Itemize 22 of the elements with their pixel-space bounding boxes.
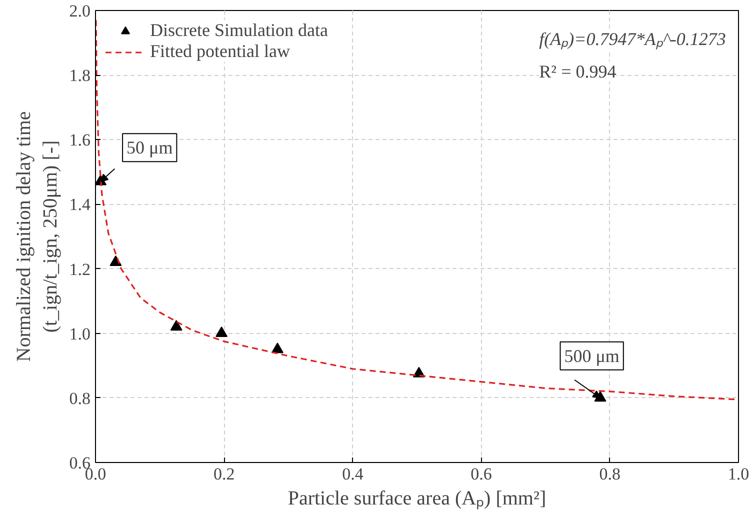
y-tick-label: 1.6 (69, 130, 90, 150)
y-tick-label: 1.0 (69, 324, 90, 344)
x-tick-label: 0.2 (213, 464, 235, 484)
point (216, 326, 228, 338)
x-axis-title: Particle surface area (Aₚ) [mm²] (288, 488, 546, 510)
legend-label: Discrete Simulation data (150, 20, 328, 41)
x-tick-label: 0.4 (342, 464, 364, 484)
y-tick-label: 0.8 (69, 388, 90, 408)
annotation: 50 μm (126, 138, 173, 158)
y-tick-label: 1.4 (69, 195, 91, 214)
annotation: f(Aₚ)=0.7947*Aₚ^-0.1273 (539, 29, 726, 50)
legend-label: Fitted potential law (150, 41, 290, 62)
y-tick-label: 1.8 (69, 66, 90, 86)
y-tick-label: 1.2 (69, 260, 90, 279)
x-tick-label: 1.0 (728, 464, 750, 484)
annotation: 500 μm (564, 346, 620, 366)
x-tick-label: 0.6 (470, 464, 492, 484)
annotation: R² = 0.994 (539, 62, 616, 82)
x-tick-label: 0.8 (599, 464, 621, 484)
y-tick-label: 2.0 (69, 2, 90, 20)
point (170, 320, 182, 331)
y-axis-title: Normalized ignition delay time (t_ign/t_ign, 250μm) [-] (12, 111, 62, 362)
